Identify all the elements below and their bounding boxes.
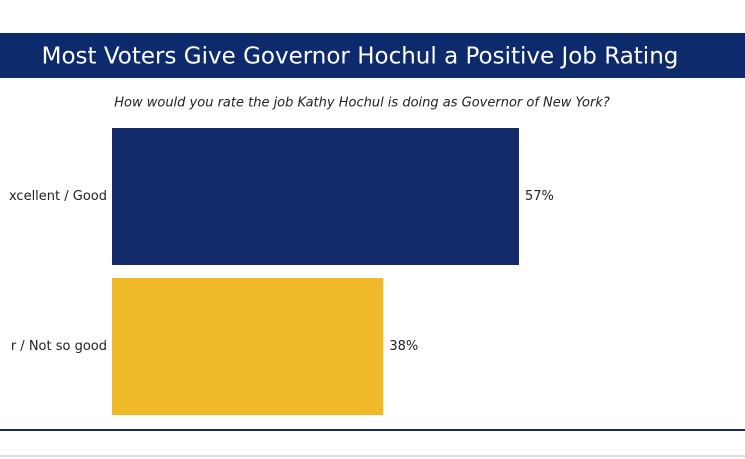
category-label: r / Not so good [11,339,107,354]
chart-title: Most Voters Give Governor Hochul a Posit… [42,44,679,70]
title-banner [0,33,745,78]
bar [112,278,384,415]
value-label: 38% [389,339,418,354]
bar [112,128,519,265]
chart-subtitle: How would you rate the job Kathy Hochul … [114,96,610,111]
value-label: 57% [525,189,554,204]
category-label: xcellent / Good [9,189,107,204]
